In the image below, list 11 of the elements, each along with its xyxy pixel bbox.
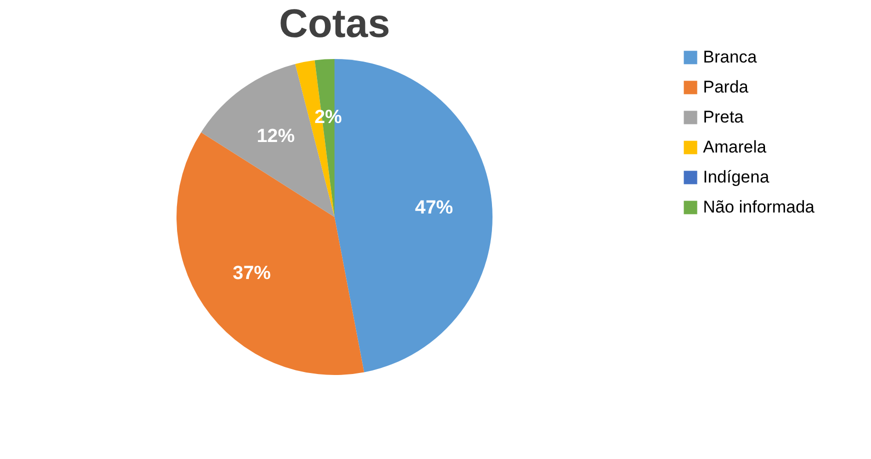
legend-label: Indígena [703,168,770,186]
data-label: 2% [314,107,342,128]
data-label: 12% [256,126,295,148]
legend-label: Parda [703,78,749,96]
legend-label: Não informada [703,198,816,216]
legend-label: Branca [703,48,758,66]
legend-label: Preta [703,108,744,126]
chart-title: Cotas [278,2,390,46]
legend-label: Amarela [703,138,767,156]
data-label: 37% [232,263,271,284]
data-label: 47% [415,198,454,219]
